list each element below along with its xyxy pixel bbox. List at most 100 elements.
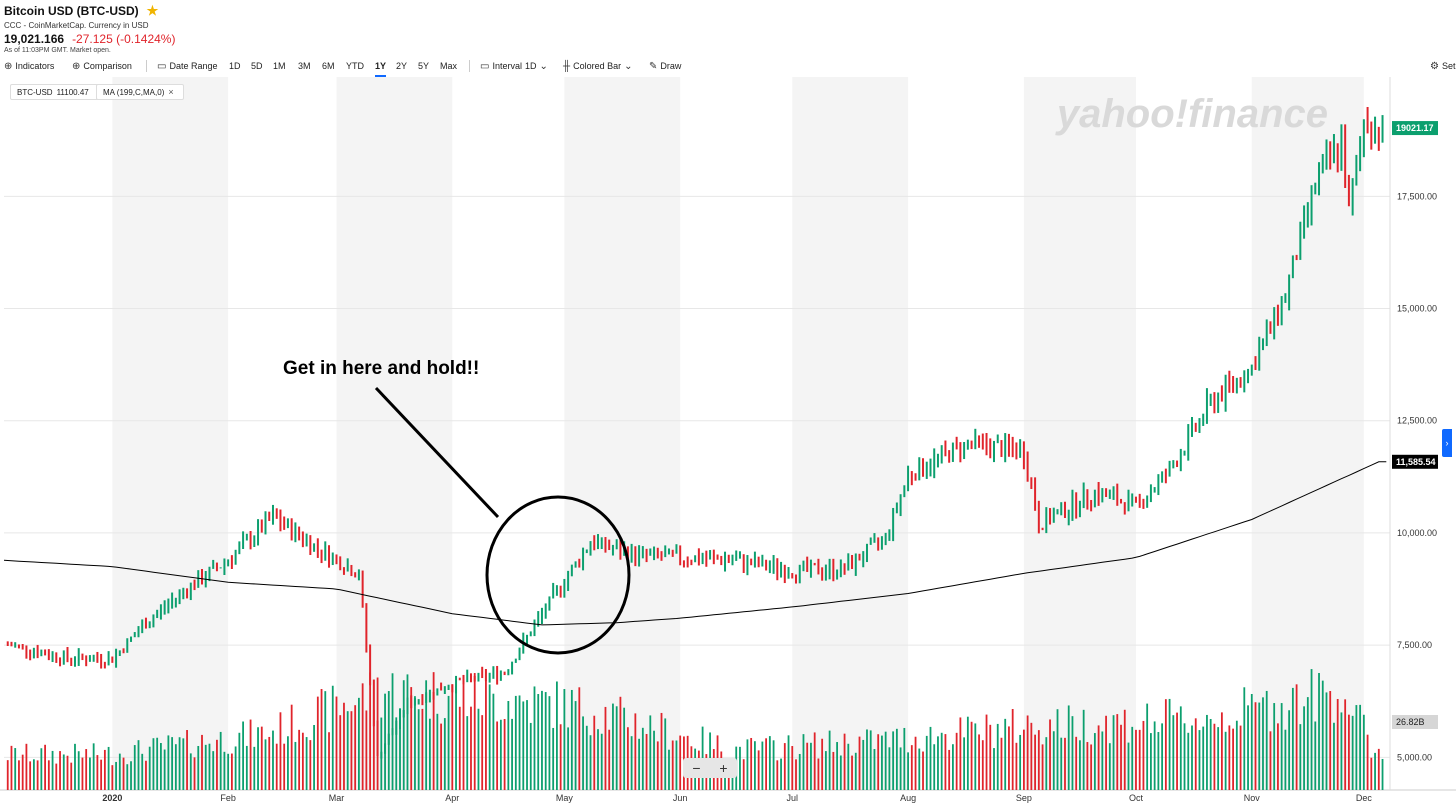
volume-bar (993, 748, 995, 790)
volume-bar (130, 761, 132, 790)
legend-ma-chip[interactable]: MA (199,C,MA,0) × (96, 84, 184, 100)
volume-bar (462, 680, 465, 790)
volume-bar (1295, 684, 1298, 790)
volume-bar (455, 686, 457, 790)
volume-bar (1157, 732, 1160, 790)
volume-bar (343, 702, 345, 790)
x-axis-labels: 2020 Feb Mar Apr May Jun Jul Aug Sep Oct Nov Dec (102, 793, 1372, 803)
x-tick-label: Dec (1356, 793, 1373, 803)
range-max[interactable]: Max (440, 61, 458, 71)
range-1m[interactable]: 1M (273, 61, 286, 71)
volume-bar (612, 703, 614, 790)
volume-bar (14, 748, 17, 790)
star-icon[interactable]: ★ (146, 3, 159, 18)
range-3m[interactable]: 3M (298, 61, 311, 71)
volume-bar (1239, 725, 1242, 790)
volume-bar (1348, 714, 1350, 790)
volume-bar (582, 716, 584, 790)
volume-bar (974, 723, 977, 790)
volume-bar (1269, 731, 1272, 790)
y-tick-label: 17,500.00 (1397, 191, 1437, 201)
volume-bar (1037, 730, 1040, 790)
volume-bar (1209, 718, 1212, 790)
volume-bar (903, 727, 906, 790)
volume-bar (1004, 718, 1007, 790)
x-tick-label: Nov (1244, 793, 1261, 803)
volume-bars (6, 669, 1384, 790)
volume-bar (1280, 703, 1283, 790)
volume-bar (675, 740, 678, 790)
volume-bar (933, 744, 936, 790)
interval-dropdown[interactable]: ▭ Interval 1D ⌄ (480, 58, 548, 74)
close-icon[interactable]: × (168, 87, 174, 97)
volume-bar (664, 718, 667, 790)
volume-bar (1306, 697, 1309, 790)
volume-bar (167, 735, 170, 790)
volume-bar (746, 739, 749, 790)
volume-bar (877, 734, 880, 790)
last-price-tag: 19021.17 (1396, 123, 1434, 133)
volume-bar (1321, 680, 1324, 790)
chart-type-dropdown[interactable]: ╫ Colored Bar ⌄ (563, 58, 633, 74)
volume-bar (298, 729, 301, 790)
volume-bar (1022, 729, 1025, 790)
settings-label: Set (1441, 61, 1456, 71)
x-tick-label: Mar (329, 793, 345, 803)
volume-bar (1019, 734, 1022, 790)
y-tick-label: 7,500.00 (1397, 640, 1432, 650)
volume-bar (436, 713, 439, 790)
zoom-out-button[interactable]: − (692, 760, 701, 776)
quote-title-row: Bitcoin USD (BTC-USD) ★ (4, 3, 175, 19)
volume-bar (533, 686, 536, 790)
zoom-in-button[interactable]: + (719, 760, 728, 776)
range-1y[interactable]: 1Y (375, 58, 387, 77)
settings-button[interactable]: ⚙ Set (1430, 58, 1455, 74)
legend-ticker-chip[interactable]: BTC-USD 11100.47 (10, 84, 99, 100)
volume-bar (1299, 724, 1302, 790)
range-5d[interactable]: 5D (251, 61, 263, 71)
month-band (1251, 77, 1364, 790)
indicators-button[interactable]: ⊕ Indicators (4, 58, 54, 74)
gridlines (0, 77, 1456, 791)
range-1d[interactable]: 1D (229, 61, 241, 71)
volume-bar (518, 695, 521, 790)
interval-icon: ▭ (480, 60, 490, 72)
volume-bar (432, 672, 435, 790)
x-tick-label: Feb (220, 793, 236, 803)
draw-button[interactable]: ✎ Draw (649, 58, 681, 74)
volume-bar (313, 725, 315, 790)
volume-bar (1232, 728, 1234, 790)
volume-bar (776, 760, 779, 790)
volume-bar (414, 696, 416, 790)
volume-bar (593, 715, 596, 790)
volume-bar (331, 685, 334, 790)
range-ytd[interactable]: YTD (346, 61, 364, 71)
range-5y[interactable]: 5Y (418, 61, 430, 71)
volume-bar (260, 726, 263, 790)
range-2y[interactable]: 2Y (396, 61, 408, 71)
x-tick-label: Jul (787, 793, 799, 803)
toolbar-divider (469, 60, 470, 72)
comparison-button[interactable]: ⊕ Comparison (72, 58, 132, 74)
volume-bar (1064, 737, 1066, 790)
volume-bar (1142, 720, 1145, 790)
volume-bar (653, 730, 655, 790)
volume-bar (862, 739, 865, 790)
range-6m[interactable]: 6M (322, 61, 335, 71)
volume-bar (1000, 737, 1003, 790)
volume-bar (6, 760, 9, 790)
volume-bar (656, 741, 659, 790)
volume-bar (160, 743, 162, 790)
volume-bar (1247, 705, 1249, 790)
x-tick-label: Jun (673, 793, 688, 803)
volume-bar (1202, 726, 1205, 790)
volume-bar (679, 735, 682, 790)
volume-bar (511, 718, 513, 790)
volume-bar (772, 740, 775, 790)
date-range-button[interactable]: ▭ Date Range (157, 58, 218, 74)
volume-bar (1086, 742, 1089, 790)
expand-panel-button[interactable]: › (1442, 429, 1452, 457)
volume-bar (1351, 715, 1354, 790)
volume-bar (895, 728, 898, 790)
